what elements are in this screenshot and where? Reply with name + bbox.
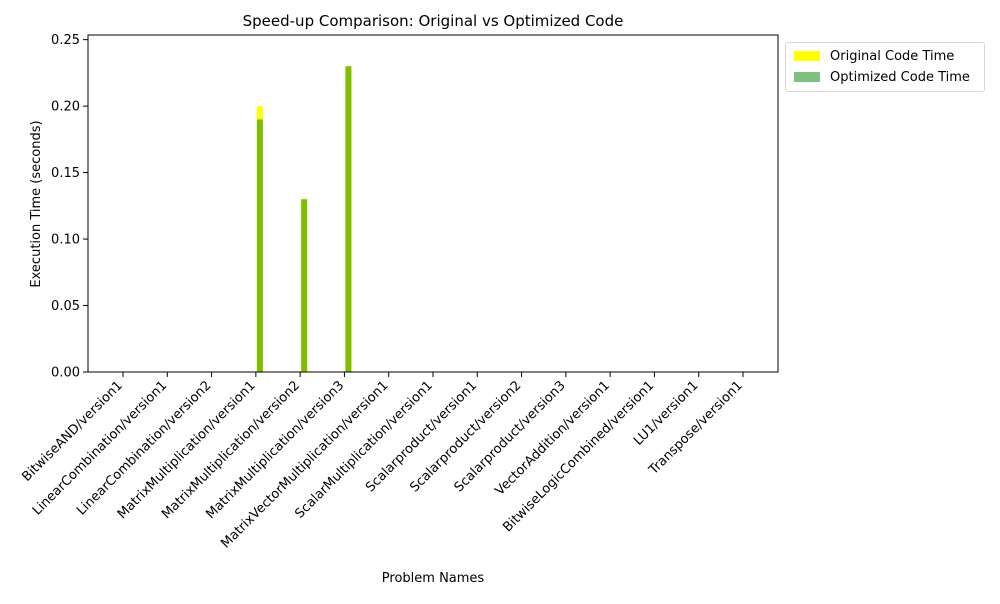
optimized-bar (301, 199, 308, 372)
legend: Original Code Time Optimized Code Time (785, 42, 985, 92)
legend-item-optimized: Optimized Code Time (794, 68, 970, 86)
optimized-bar (256, 119, 263, 373)
legend-label-original: Original Code Time (830, 48, 955, 64)
legend-swatch-optimized (794, 72, 820, 82)
y-axis: 0.00 0.05 0.10 0.15 0.20 0.25 (51, 33, 88, 381)
legend-label-optimized: Optimized Code Time (830, 69, 970, 85)
optimized-bar (345, 66, 352, 372)
x-axis-label: Problem Names (382, 571, 485, 586)
y-tick-label: 0.10 (51, 233, 80, 248)
y-tick-label: 0.15 (51, 166, 80, 181)
chart-title: Speed-up Comparison: Original vs Optimiz… (243, 12, 624, 30)
legend-swatch-original (794, 51, 820, 61)
y-axis-label: Execution Time (seconds) (29, 120, 44, 287)
y-tick-label: 0.00 (51, 366, 80, 381)
x-tick-label: MatrixVectorMultiplication/version1 (218, 378, 391, 551)
y-tick-label: 0.05 (51, 299, 80, 314)
plot-frame (87, 34, 779, 373)
x-axis: BitwiseAND/version1LinearCombination/ver… (19, 372, 746, 551)
legend-item-original: Original Code Time (794, 47, 954, 65)
y-tick-label: 0.20 (51, 100, 80, 115)
bars (256, 66, 352, 373)
y-tick-label: 0.25 (51, 33, 80, 48)
